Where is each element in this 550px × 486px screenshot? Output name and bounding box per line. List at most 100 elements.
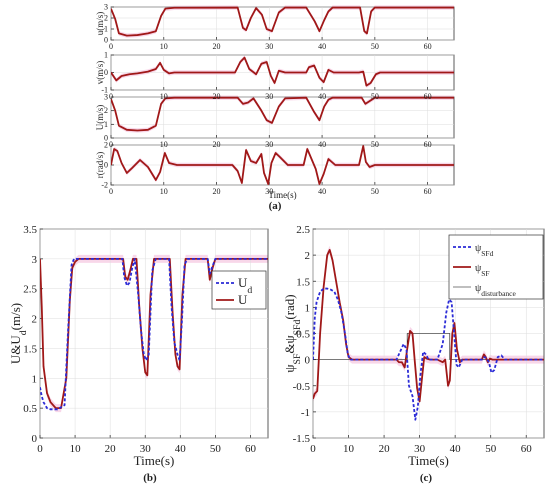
y-axis-label: ψSF&ψSFd(rad) [282,294,303,372]
x-tick-label: 60 [521,443,533,455]
y-tick-label: 1 [32,373,38,385]
x-tick-label: 30 [265,42,273,51]
y-tick-label: 2 [104,141,108,150]
lines-layer [40,6,544,421]
y-tick-label: 1 [104,25,108,34]
x-tick-label: 50 [371,92,379,101]
y-tick-label: 3 [104,93,108,102]
x-tick-label: 0 [109,92,113,101]
series-line-a-r-solid_red [111,145,454,185]
x-tick-label: 20 [213,42,221,51]
panel-label-c: (c) [420,472,433,484]
y-tick-label: 0 [104,36,108,45]
y-tick-label: 0.5 [23,403,37,415]
x-axis-label: Time(s) [408,453,449,468]
x-tick-label: 20 [213,140,221,149]
y-tick-label: -0.5 [293,381,311,393]
x-tick-label: 20 [105,443,117,455]
x-tick-label: 20 [379,443,391,455]
y-tick-label: 3 [104,3,108,12]
x-tick-label: 0 [37,443,43,455]
x-axis-label: Time(s) [268,190,296,200]
legend-label: ψdisturbance [475,283,517,298]
x-tick-label: 40 [450,443,462,455]
x-tick-label: 20 [213,187,221,196]
x-tick-label: 30 [265,92,273,101]
x-tick-label: 50 [485,443,497,455]
x-tick-label: 40 [318,42,326,51]
y-tick-label: -2 [101,181,108,190]
panel-label-b: (b) [143,472,157,484]
x-tick-label: 60 [424,42,432,51]
panel-label-a: (a) [269,200,282,212]
x-axis-label: Time(s) [134,453,175,468]
x-tick-label: 40 [318,92,326,101]
series-line-a-u-solid_red [111,6,454,37]
y-tick-label: -1 [101,86,108,95]
legend-label: ψSFd [475,243,494,258]
x-tick-label: 30 [265,187,273,196]
y-tick-label: 3.5 [23,224,37,236]
y-axis-label: U&Ud(m/s) [8,303,29,364]
x-tick-label: 30 [265,140,273,149]
x-tick-label: 60 [424,92,432,101]
y-tick-label: 2 [104,14,108,23]
y-axis-label: r(rad/s) [95,152,105,179]
series-line-c-ψ_SFd [313,287,544,421]
legend-label: Ud [238,275,252,296]
y-tick-label: 0 [104,161,108,170]
y-axis-label: u(m/s) [95,12,105,36]
x-tick-label: 40 [318,187,326,196]
y-tick-label: 1 [305,302,311,314]
y-tick-label: 0 [32,433,38,445]
y-tick-label: 0 [104,68,108,77]
y-tick-label: 1 [104,120,108,129]
y-tick-label: 2.5 [23,284,37,296]
x-tick-label: 0 [109,187,113,196]
y-tick-label: 2 [305,250,311,262]
x-tick-label: 10 [160,140,168,149]
x-tick-label: 0 [310,443,316,455]
y-tick-label: 1.5 [23,343,37,355]
legend-label: ψSF [475,263,490,278]
x-tick-label: 0 [109,140,113,149]
y-tick-label: 1 [104,51,108,60]
x-tick-label: 20 [213,92,221,101]
x-tick-label: 10 [160,92,168,101]
y-tick-label: 2.5 [296,224,310,236]
y-tick-label: 2 [32,314,38,326]
y-tick-label: 0 [104,134,108,143]
x-tick-label: 60 [245,443,257,455]
x-tick-label: 60 [424,140,432,149]
series-line-a-U-solid_red [111,96,454,132]
y-tick-label: 1.5 [296,276,310,288]
x-tick-label: 10 [160,187,168,196]
y-axis-label: v(m/s) [95,61,105,85]
x-tick-label: 50 [371,42,379,51]
x-tick-label: 40 [175,443,187,455]
x-tick-label: 60 [424,187,432,196]
y-tick-label: 2 [104,106,108,115]
x-tick-label: 50 [210,443,222,455]
y-tick-label: 0 [305,355,311,367]
x-tick-label: 40 [318,140,326,149]
legend-box-b [211,270,267,310]
x-tick-label: 50 [371,187,379,196]
series-line-c-ψ_SF [313,248,544,403]
x-tick-label: 30 [414,443,426,455]
legend-label: U [238,292,248,307]
y-tick-label: -1.5 [293,433,311,445]
x-tick-label: 30 [140,443,152,455]
y-axis-label: U(m/s) [95,105,105,131]
series-line-a-v-solid_red [111,56,454,87]
y-tick-label: 0.5 [296,329,310,341]
series-line-b-U_d [40,257,268,411]
x-tick-label: 10 [343,443,355,455]
x-tick-label: 50 [371,140,379,149]
x-tick-label: 10 [70,443,82,455]
y-tick-label: -1 [301,407,310,419]
y-tick-label: 3 [32,254,38,266]
